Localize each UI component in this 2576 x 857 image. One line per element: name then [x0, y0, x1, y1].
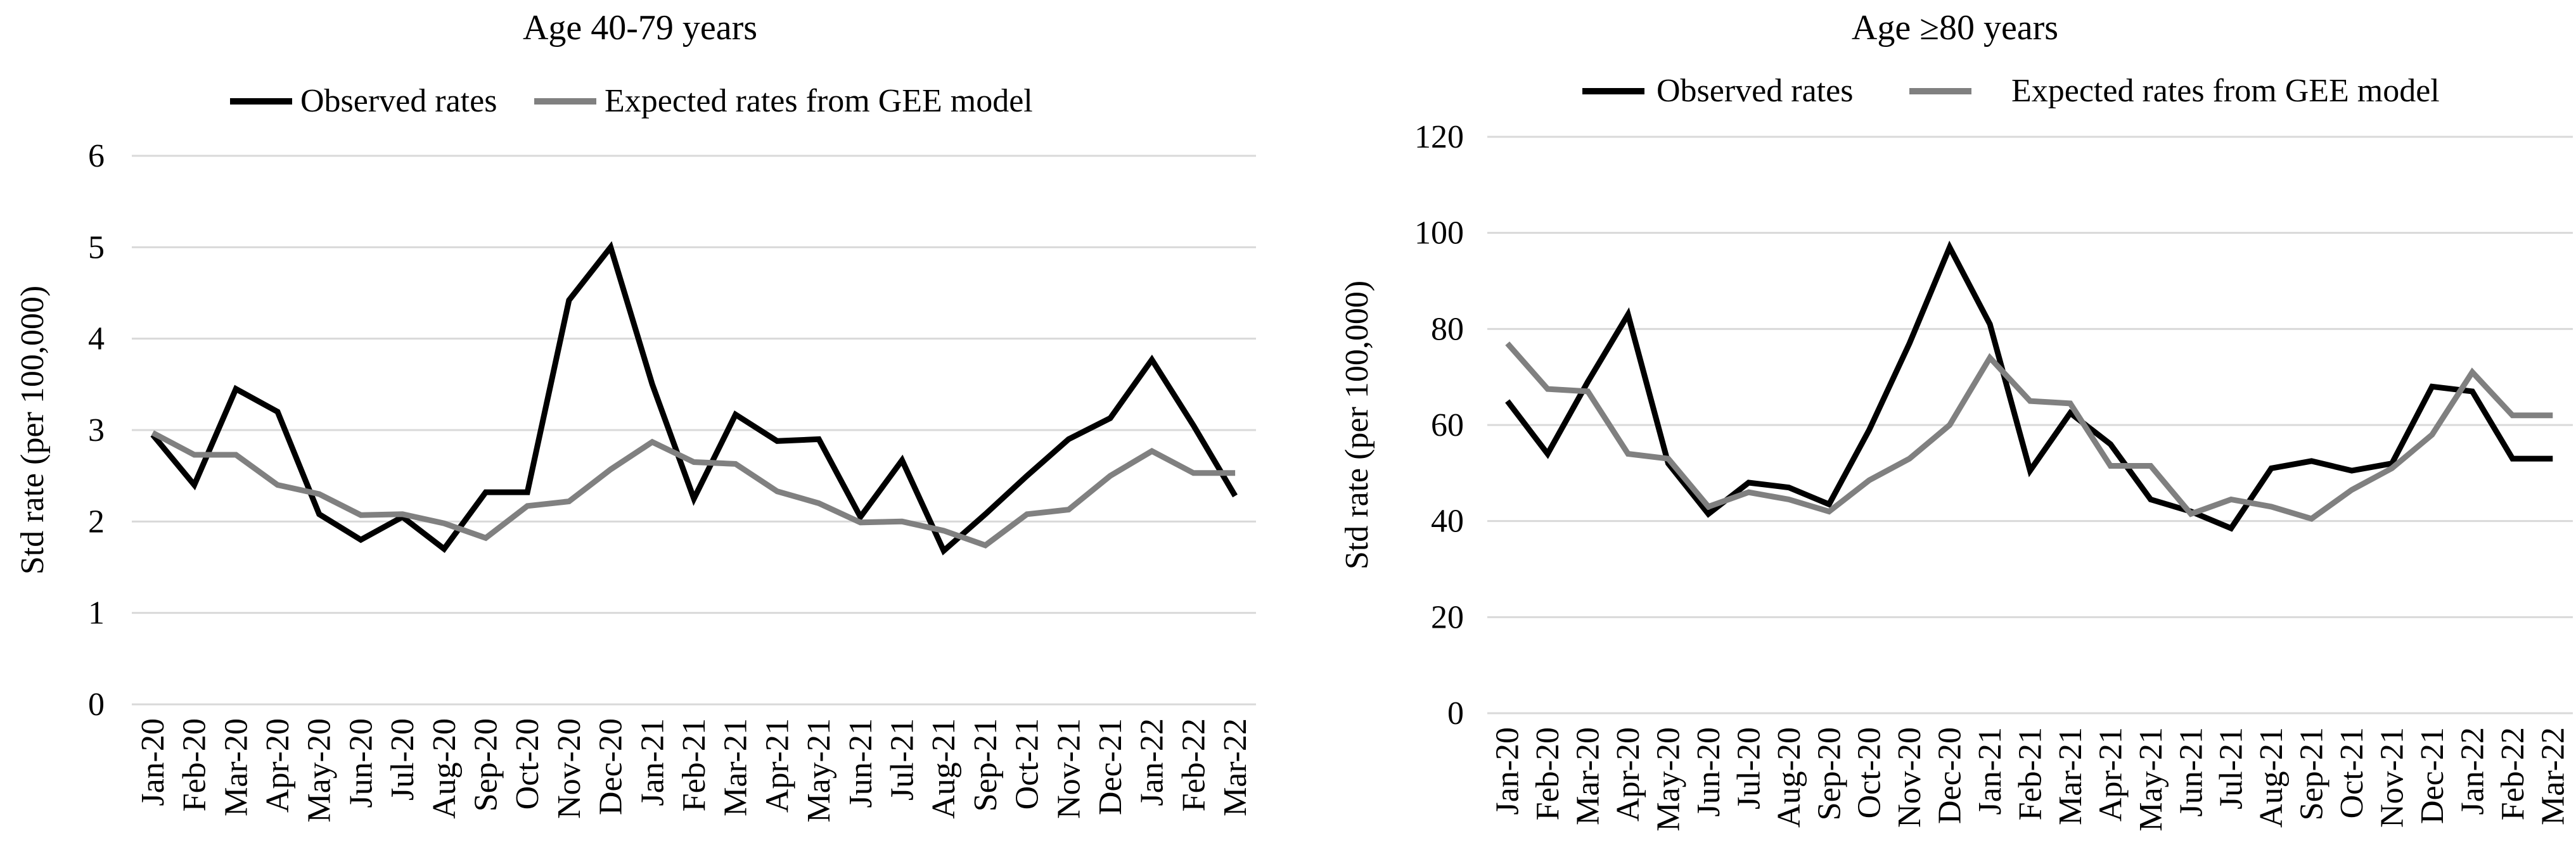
y-tick-label: 2 — [88, 504, 105, 540]
x-tick-label: Jan-21 — [1972, 727, 2008, 815]
y-tick-label: 0 — [88, 687, 105, 723]
x-tick-label: Mar-22 — [1217, 718, 1253, 816]
x-tick-label: Feb-20 — [177, 718, 213, 811]
x-tick-label: Dec-20 — [1932, 727, 1968, 824]
y-tick-label: 20 — [1431, 599, 1464, 635]
x-tick-label: Nov-20 — [551, 718, 587, 819]
x-tick-label: Jan-20 — [135, 718, 171, 806]
x-tick-label: Sep-20 — [468, 718, 504, 811]
y-tick-label: 6 — [88, 138, 105, 174]
x-tick-label: Feb-22 — [2495, 727, 2531, 820]
x-tick-label: Nov-21 — [2374, 727, 2411, 828]
x-tick-label: Feb-20 — [1530, 727, 1566, 820]
x-tick-label: Jul-21 — [2214, 727, 2250, 809]
x-tick-label: Aug-20 — [1771, 727, 1807, 828]
chart-title: Age 40-79 years — [523, 8, 757, 48]
y-tick-label: 0 — [1447, 695, 1464, 732]
y-tick-label: 4 — [88, 321, 105, 357]
chart-title: Age ≥80 years — [1852, 8, 2058, 48]
y-tick-label: 5 — [88, 229, 105, 265]
x-tick-label: Dec-21 — [1093, 718, 1129, 815]
x-tick-label: Jan-22 — [2454, 727, 2490, 815]
x-tick-label: Mar-20 — [1570, 727, 1606, 825]
x-tick-label: Jan-20 — [1490, 727, 1526, 815]
x-tick-label: Apr-20 — [1610, 727, 1646, 822]
x-tick-label: May-21 — [801, 718, 837, 823]
y-tick-label: 80 — [1431, 311, 1464, 347]
x-tick-label: Jun-21 — [843, 718, 879, 808]
x-tick-label: May-20 — [302, 718, 338, 823]
x-tick-label: Feb-21 — [2013, 727, 2049, 820]
series-line-expected — [151, 430, 1236, 549]
y-tick-label: 1 — [88, 595, 105, 632]
x-tick-label: Sep-21 — [968, 718, 1004, 811]
x-tick-label: Sep-20 — [1811, 727, 1847, 820]
x-tick-label: Jun-21 — [2173, 727, 2209, 817]
y-tick-label: 120 — [1414, 119, 1464, 155]
x-tick-label: Jun-20 — [1691, 727, 1727, 817]
series-line-expected — [1505, 341, 2553, 522]
x-tick-label: Aug-20 — [426, 718, 463, 819]
x-tick-label: Nov-21 — [1051, 718, 1087, 819]
x-tick-label: May-20 — [1651, 727, 1687, 832]
chart-panel-1: Age 40-79 years Observed rates Expected ra… — [15, 8, 1256, 823]
x-tick-label: Oct-20 — [509, 718, 546, 809]
x-tick-label: Apr-21 — [2092, 727, 2129, 822]
x-tick-label: Mar-21 — [718, 718, 754, 816]
x-tick-label: Oct-20 — [1852, 727, 1888, 818]
y-tick-label: 100 — [1414, 215, 1464, 251]
x-tick-label: Oct-21 — [2334, 727, 2370, 818]
x-tick-label: Dec-20 — [593, 718, 629, 815]
x-tick-label: Jan-22 — [1134, 718, 1170, 806]
y-tick-label: 40 — [1431, 504, 1464, 540]
x-tick-label: Oct-21 — [1009, 718, 1046, 809]
x-tick-label: Nov-20 — [1892, 727, 1928, 828]
x-tick-label: Aug-21 — [926, 718, 962, 819]
x-tick-label: Mar-22 — [2535, 727, 2571, 825]
x-tick-label: Jul-20 — [1731, 727, 1767, 809]
x-tick-label: Apr-20 — [260, 718, 296, 813]
legend-label: Expected rates from GEE model — [605, 83, 1033, 119]
x-tick-label: Jun-20 — [343, 718, 379, 808]
x-tick-label: Feb-21 — [676, 718, 712, 811]
legend-label: Expected rates from GEE model — [2011, 73, 2440, 109]
x-tick-label: Jul-20 — [385, 718, 421, 801]
x-tick-label: Mar-21 — [2053, 727, 2089, 825]
legend-label: Observed rates — [300, 83, 497, 119]
legend-label: Observed rates — [1656, 73, 1853, 109]
x-tick-label: Dec-21 — [2414, 727, 2451, 824]
x-tick-label: Mar-20 — [218, 718, 254, 816]
chart-panel-2: Age ≥80 years Observed rates Expected rate… — [1339, 8, 2573, 832]
y-tick-label: 60 — [1431, 407, 1464, 443]
x-tick-label: Aug-21 — [2253, 727, 2290, 828]
x-tick-label: Sep-21 — [2294, 727, 2330, 820]
y-axis-label: Std rate (per 100,000) — [1339, 281, 1375, 569]
x-tick-label: Jul-21 — [885, 718, 921, 801]
series-line-observed — [1505, 240, 2553, 532]
y-axis-label: Std rate (per 100,000) — [15, 286, 51, 575]
x-tick-label: Feb-22 — [1176, 718, 1212, 811]
x-tick-label: Jan-21 — [634, 718, 670, 806]
y-tick-label: 3 — [88, 412, 105, 448]
x-tick-label: May-21 — [2133, 727, 2169, 832]
x-tick-label: Apr-21 — [759, 718, 795, 813]
